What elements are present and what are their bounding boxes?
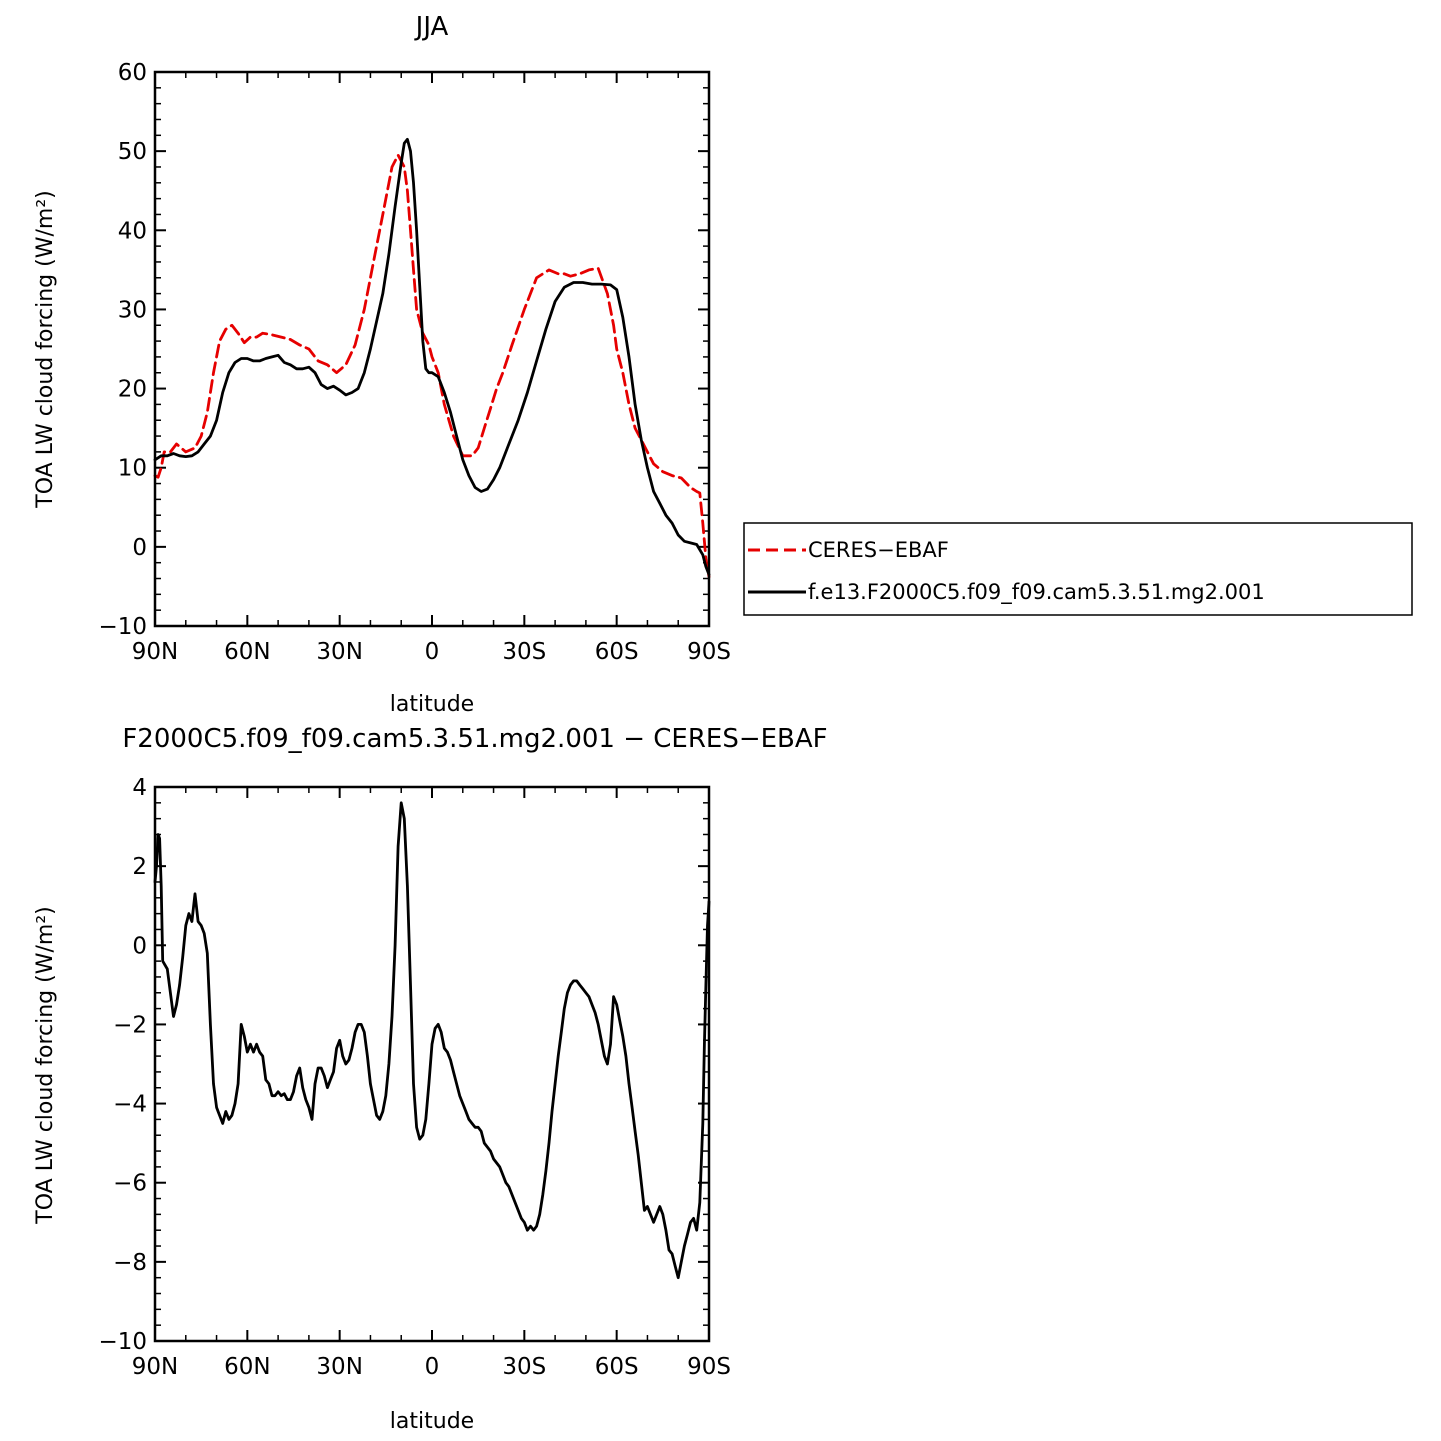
top-panel-marks: 90N 60N 30N 0 30S 60S 90S −10 0 10 20 30 40 50 60 (98, 60, 730, 665)
top-panel-series-line-0 (153, 153, 711, 579)
bottom-panel: F2000C5.f09_f09.cam5.3.51.mg2.001 − CERE… (33, 724, 828, 1434)
legend-label-model: f.e13.F2000C5.f09_f09.cam5.3.51.mg2.001 (808, 580, 1265, 605)
bottom-panel-y-tick-label: −2 (113, 1012, 147, 1038)
top-panel-title: JJA (414, 12, 449, 42)
bottom-panel-y-axis-label: TOA LW cloud forcing (W/m²) (33, 906, 58, 1224)
bottom-panel-y-tick-label: −6 (113, 1171, 147, 1197)
bottom-panel-y-tick-label: 0 (132, 933, 147, 959)
bottom-panel-title: F2000C5.f09_f09.cam5.3.51.mg2.001 − CERE… (122, 724, 827, 754)
bottom-panel-marks: 90N 60N 30N 0 30S 60S 90S −10 −8 −6 −4 −2 0 2 4 (98, 775, 730, 1380)
top-panel-y-tick-label: 20 (118, 377, 147, 403)
top-panel-y-tick-label: 30 (118, 297, 147, 323)
top-panel-y-tick-label: 50 (118, 139, 147, 165)
top-panel-y-axis-label: TOA LW cloud forcing (W/m²) (33, 190, 58, 508)
bottom-panel-frame (153, 785, 711, 1343)
top-panel-x-tick-label: 0 (425, 639, 440, 665)
top-panel-y-tick-label: −10 (98, 614, 147, 640)
bottom-panel-x-tick-label: 60S (595, 1354, 639, 1380)
legend-box (743, 522, 1413, 616)
bottom-panel-x-tick-label: 60N (224, 1354, 270, 1380)
bottom-panel-y-tick-label: −4 (113, 1092, 147, 1118)
top-panel-y-tick-label: 40 (118, 218, 147, 244)
bottom-panel-x-tick-label: 30N (316, 1354, 362, 1380)
bottom-panel-x-axis-label: latitude (390, 1409, 474, 1434)
top-panel-y-tick-label: 60 (118, 60, 147, 86)
top-panel-x-tick-label: 60N (224, 639, 270, 665)
top-panel-x-tick-label: 60S (595, 639, 639, 665)
bottom-panel-x-tick-label: 0 (425, 1354, 440, 1380)
top-panel-x-tick-label: 90S (687, 639, 731, 665)
bottom-panel-x-tick-label: 30S (502, 1354, 546, 1380)
bottom-panel-y-tick-label: −8 (113, 1250, 147, 1276)
top-panel-series-line-1 (153, 137, 711, 576)
top-panel-x-axis-label: latitude (390, 692, 474, 717)
bottom-panel-x-tick-label: 90S (687, 1354, 731, 1380)
bottom-panel-x-tick-label: 90N (132, 1354, 178, 1380)
top-panel-x-tick-label: 90N (132, 639, 178, 665)
top-panel-x-tick-label: 30S (502, 639, 546, 665)
top-panel-frame (153, 70, 711, 628)
bottom-panel-y-tick-label: 2 (132, 854, 147, 880)
bottom-panel-y-tick-label: −10 (98, 1329, 147, 1355)
bottom-panel-y-tick-label: 4 (132, 775, 147, 801)
legend-label-ceres-ebaf: CERES−EBAF (808, 538, 949, 562)
top-panel-y-tick-label: 10 (118, 456, 147, 482)
bottom-panel-series-line-0 (153, 801, 711, 1280)
top-panel-x-tick-label: 30N (316, 639, 362, 665)
top-panel-y-tick-label: 0 (132, 535, 147, 561)
top-panel: JJA TOA LW cloud forcing (W/m²) latitude… (33, 12, 731, 717)
legend: CERES−EBAF f.e13.F2000C5.f09_f09.cam5.3.… (743, 522, 1413, 616)
